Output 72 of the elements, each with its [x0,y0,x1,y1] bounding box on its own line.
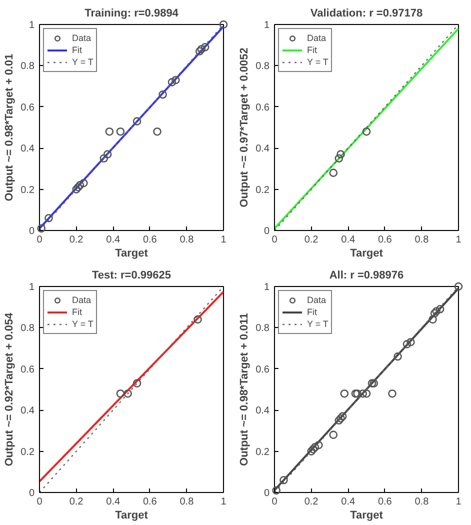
x-axis-title: Target [350,510,384,522]
legend-label: Fit [72,44,83,56]
y-tick-label: 1 [264,282,270,293]
x-tick-label: 0.8 [180,496,194,508]
x-axis-title: Target [115,248,148,260]
y-tick-label: 0 [264,226,270,237]
y-tick-label: 0 [28,226,35,237]
x-tick-label: 0.4 [341,234,356,246]
x-axis-title: Target [350,248,384,260]
y-tick-label: 0.8 [20,323,35,334]
y-tick-label: 0.2 [20,184,35,196]
y-tick-label: 0.8 [256,61,270,72]
y-axis-title: Output ~= 0.92*Target + 0.054 [4,312,16,466]
y-tick-label: 0.8 [256,323,270,334]
x-tick-label: 0.6 [142,496,158,508]
x-tick-label: 1 [220,234,227,246]
chart-title: Training: r=0.9894 [84,8,180,20]
x-tick-label: 0.2 [69,234,84,246]
x-tick-label: 0.8 [414,234,430,246]
x-tick-label: 0.2 [304,234,319,246]
x-tick-label: 0 [36,234,43,246]
x-tick-label: 0.2 [304,496,319,508]
y-tick-label: 0.6 [256,364,270,376]
x-tick-label: 1 [220,496,227,508]
x-tick-label: 1 [456,496,462,508]
legend-label: Fit [307,44,318,56]
y-tick-label: 0.2 [256,446,270,458]
y-axis-title: Output ~= 0.98*Target + 0.01 [4,54,16,202]
y-tick-label: 0.6 [20,102,35,114]
x-tick-label: 0.6 [378,496,392,508]
x-tick-label: 0 [272,496,278,508]
chart-title: Validation: r =0.97178 [310,8,423,20]
legend-label: Data [72,294,92,306]
x-tick-label: 0.6 [142,234,158,246]
y-tick-label: 0 [28,488,35,499]
legend-label: Fit [72,306,83,318]
y-tick-label: 1 [264,20,270,31]
y-tick-label: 0.4 [20,144,35,155]
y-tick-label: 0.6 [20,364,35,376]
x-tick-label: 0 [36,496,43,508]
x-tick-label: 0.4 [106,496,120,508]
y-tick-label: 1 [28,282,35,293]
legend-label: Y = T [72,318,94,330]
y-tick-label: 0 [264,488,270,499]
x-tick-label: 0.4 [341,496,356,508]
legend-label: Y = T [72,56,94,68]
chart-title: Test: r=0.99625 [92,270,172,282]
x-tick-label: 0.2 [69,496,84,508]
x-tick-label: 0.8 [414,496,430,508]
x-tick-label: 0.4 [106,234,120,246]
legend-label: Y = T [307,56,328,68]
y-tick-label: 0.4 [256,144,270,155]
x-tick-label: 0 [272,234,278,246]
legend-label: Fit [307,306,318,318]
legend-label: Y = T [307,318,328,330]
x-tick-label: 0.6 [378,234,392,246]
legend-label: Data [307,32,327,44]
y-axis-title: Output ~= 0.98*Target + 0.011 [238,313,251,466]
x-tick-label: 1 [456,234,462,246]
y-tick-label: 0.2 [20,446,35,458]
chart-title: All: r =0.98976 [329,270,404,282]
x-axis-title: Target [115,510,148,522]
y-tick-label: 0.8 [20,61,35,72]
legend-label: Data [307,294,327,306]
legend-label: Data [72,32,92,44]
y-tick-label: 0.2 [256,184,270,196]
y-tick-label: 0.4 [20,406,35,417]
y-tick-label: 0.6 [256,102,270,114]
y-tick-label: 1 [28,20,35,31]
y-tick-label: 0.4 [256,406,270,417]
x-tick-label: 0.8 [180,234,194,246]
y-axis-title: Output ~= 0.97*Target + 0.0052 [238,48,251,208]
